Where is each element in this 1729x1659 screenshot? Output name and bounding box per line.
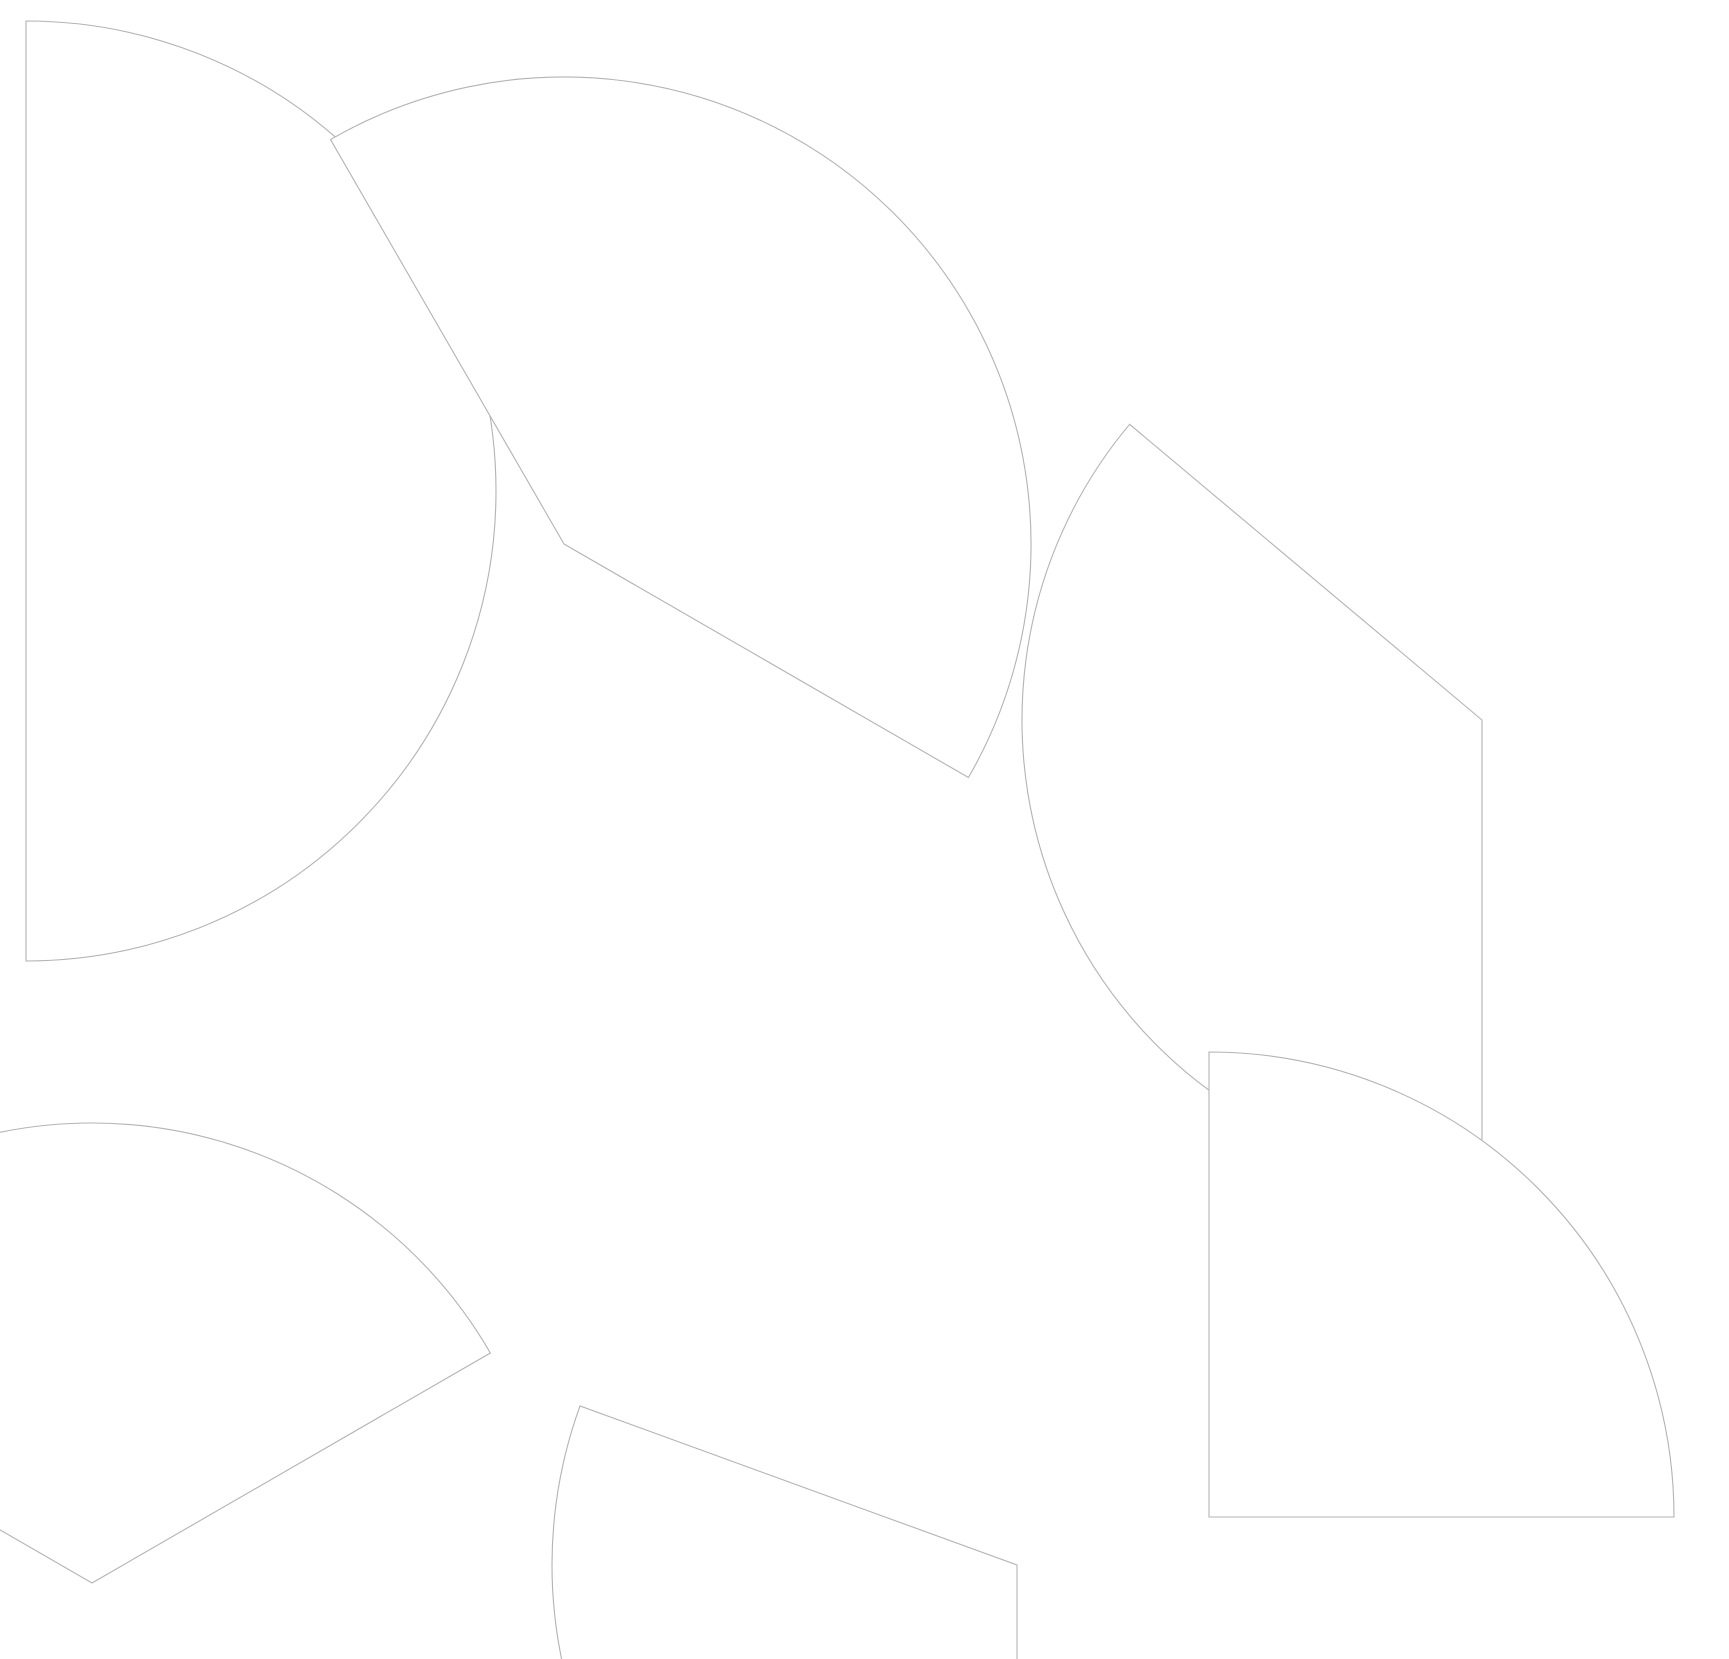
sector-4 [0, 1122, 492, 1584]
sector-2 [329, 76, 1032, 779]
sector-1 [25, 20, 497, 962]
sector-6 [1208, 1051, 1675, 1518]
sectors-group [0, 20, 1675, 1659]
sector-5 [551, 1405, 1018, 1659]
